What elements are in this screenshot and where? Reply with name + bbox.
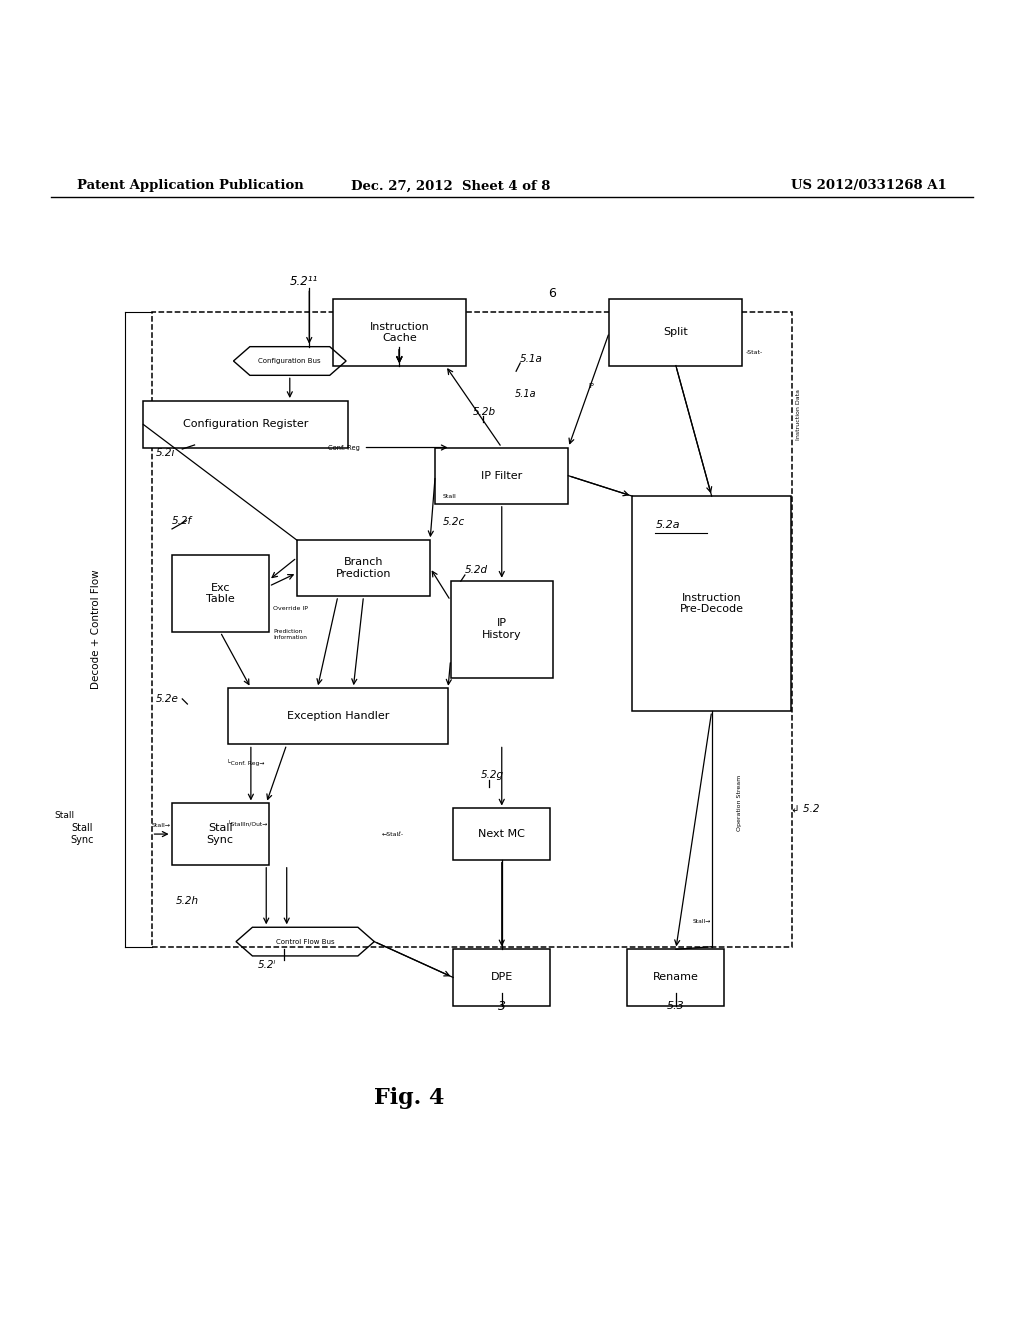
Text: └StallIn/Out→: └StallIn/Out→	[227, 821, 267, 828]
Text: Control Flow Bus: Control Flow Bus	[275, 939, 335, 945]
FancyBboxPatch shape	[451, 581, 553, 678]
Text: Stall→: Stall→	[152, 822, 171, 828]
FancyBboxPatch shape	[228, 688, 449, 744]
Text: 5.2h: 5.2h	[176, 896, 200, 906]
FancyBboxPatch shape	[627, 949, 725, 1006]
FancyBboxPatch shape	[143, 401, 348, 447]
FancyBboxPatch shape	[453, 949, 551, 1006]
Text: Decode + Control Flow: Decode + Control Flow	[91, 569, 101, 689]
Text: Dec. 27, 2012  Sheet 4 of 8: Dec. 27, 2012 Sheet 4 of 8	[351, 180, 550, 193]
Text: Instruction
Cache: Instruction Cache	[370, 322, 429, 343]
Text: 5.2i: 5.2i	[156, 449, 175, 458]
FancyBboxPatch shape	[333, 300, 466, 366]
Text: Patent Application Publication: Patent Application Publication	[77, 180, 303, 193]
Text: ←Stalℓ-: ←Stalℓ-	[381, 832, 403, 837]
Text: 5.2f: 5.2f	[172, 516, 193, 525]
FancyBboxPatch shape	[171, 554, 268, 632]
Text: Fig. 4: Fig. 4	[375, 1088, 444, 1109]
Text: Stall
Sync: Stall Sync	[207, 824, 233, 845]
FancyBboxPatch shape	[171, 804, 268, 865]
Text: Configuration Register: Configuration Register	[183, 420, 308, 429]
Text: Exception Handler: Exception Handler	[287, 711, 389, 721]
Text: 5.2e: 5.2e	[156, 694, 178, 704]
FancyBboxPatch shape	[297, 540, 430, 597]
FancyBboxPatch shape	[609, 300, 742, 366]
Text: Instruction
Pre-Decode: Instruction Pre-Decode	[680, 593, 743, 615]
Text: Exc
Table: Exc Table	[206, 582, 234, 605]
Text: 5.3: 5.3	[667, 1001, 685, 1011]
Text: Configuration Bus: Configuration Bus	[258, 358, 322, 364]
Text: Stall→: Stall→	[692, 919, 711, 924]
Text: Stall
Sync: Stall Sync	[71, 824, 93, 845]
Text: Split: Split	[664, 327, 688, 338]
Text: US 2012/0331268 A1: US 2012/0331268 A1	[792, 180, 947, 193]
Text: └Conf. Reg→: └Conf. Reg→	[227, 759, 264, 766]
Text: Conf. Reg: Conf. Reg	[328, 445, 359, 451]
Text: Override IP: Override IP	[273, 606, 308, 611]
Text: Next MC: Next MC	[478, 829, 525, 840]
Text: 3: 3	[498, 999, 506, 1012]
Text: Stall: Stall	[54, 812, 75, 820]
Text: 5.2a: 5.2a	[655, 520, 680, 529]
Text: 5.1a: 5.1a	[515, 389, 537, 399]
Text: Prediction
Information: Prediction Information	[273, 630, 307, 640]
Text: 6: 6	[548, 286, 556, 300]
FancyBboxPatch shape	[453, 808, 551, 859]
Text: IP: IP	[589, 383, 595, 388]
Text: Instruction Data: Instruction Data	[796, 388, 801, 440]
Text: 5.2b: 5.2b	[473, 407, 497, 417]
Text: Branch
Prediction: Branch Prediction	[336, 557, 391, 578]
Text: ↲ 5.2: ↲ 5.2	[791, 804, 819, 813]
Text: 5.2¹¹: 5.2¹¹	[290, 275, 318, 288]
Text: IP
History: IP History	[482, 619, 521, 640]
FancyBboxPatch shape	[435, 447, 568, 504]
Text: 5.1a: 5.1a	[520, 354, 543, 364]
Text: 5.2c: 5.2c	[442, 516, 465, 527]
Text: Rename: Rename	[653, 973, 698, 982]
Text: IP Filter: IP Filter	[481, 471, 522, 480]
Text: Operation Stream: Operation Stream	[737, 775, 742, 832]
Text: Stall: Stall	[442, 494, 456, 499]
Text: 5.2ˡ: 5.2ˡ	[258, 960, 276, 970]
Text: DPE: DPE	[490, 973, 513, 982]
FancyBboxPatch shape	[632, 496, 791, 711]
Text: 5.2d: 5.2d	[465, 565, 488, 576]
Text: 5.2g: 5.2g	[481, 770, 505, 780]
Text: -Stat-: -Stat-	[745, 350, 763, 355]
